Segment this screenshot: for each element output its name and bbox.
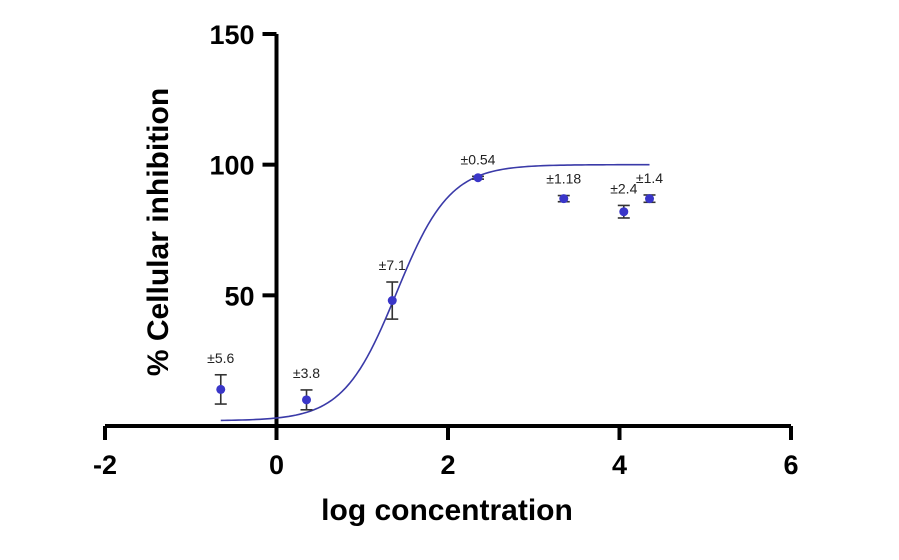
x-tick-label: 6 bbox=[783, 450, 798, 480]
x-tick-label: -2 bbox=[93, 450, 117, 480]
x-tick-label: 4 bbox=[612, 450, 627, 480]
data-point bbox=[645, 194, 655, 204]
error-label: ±1.4 bbox=[636, 170, 663, 186]
error-label: ±5.6 bbox=[207, 350, 234, 366]
data-point bbox=[619, 207, 629, 217]
error-label: ±0.54 bbox=[461, 151, 496, 167]
data-point bbox=[473, 173, 483, 183]
x-axis-title: log concentration bbox=[321, 494, 573, 527]
y-tick-label: 50 bbox=[224, 281, 254, 311]
fit-curve bbox=[220, 163, 650, 422]
error-label: ±3.8 bbox=[293, 365, 320, 381]
y-tick-label: 150 bbox=[209, 20, 254, 50]
data-point bbox=[302, 395, 312, 405]
data-points-layer bbox=[216, 173, 655, 405]
data-point bbox=[216, 384, 226, 394]
data-point bbox=[387, 296, 397, 306]
error-label: ±7.1 bbox=[379, 257, 406, 273]
axes bbox=[103, 32, 793, 440]
data-point bbox=[559, 194, 569, 204]
tick-labels: -2 0 2 4 6 50 100 150 bbox=[93, 20, 799, 480]
error-labels-layer: ±5.6 ±3.8 ±7.1 ±0.54 ±1.18 ±2.4±1.4 bbox=[207, 151, 663, 381]
fit-curve-layer bbox=[220, 163, 650, 422]
x-tick-label: 2 bbox=[440, 450, 455, 480]
error-bars-layer bbox=[214, 175, 656, 411]
x-tick-label: 0 bbox=[269, 450, 284, 480]
error-label: ±2.4 bbox=[610, 180, 637, 196]
y-axis-title: % Cellular inhibition bbox=[142, 88, 175, 376]
error-label: ±1.18 bbox=[546, 171, 581, 187]
y-tick-label: 100 bbox=[209, 151, 254, 181]
